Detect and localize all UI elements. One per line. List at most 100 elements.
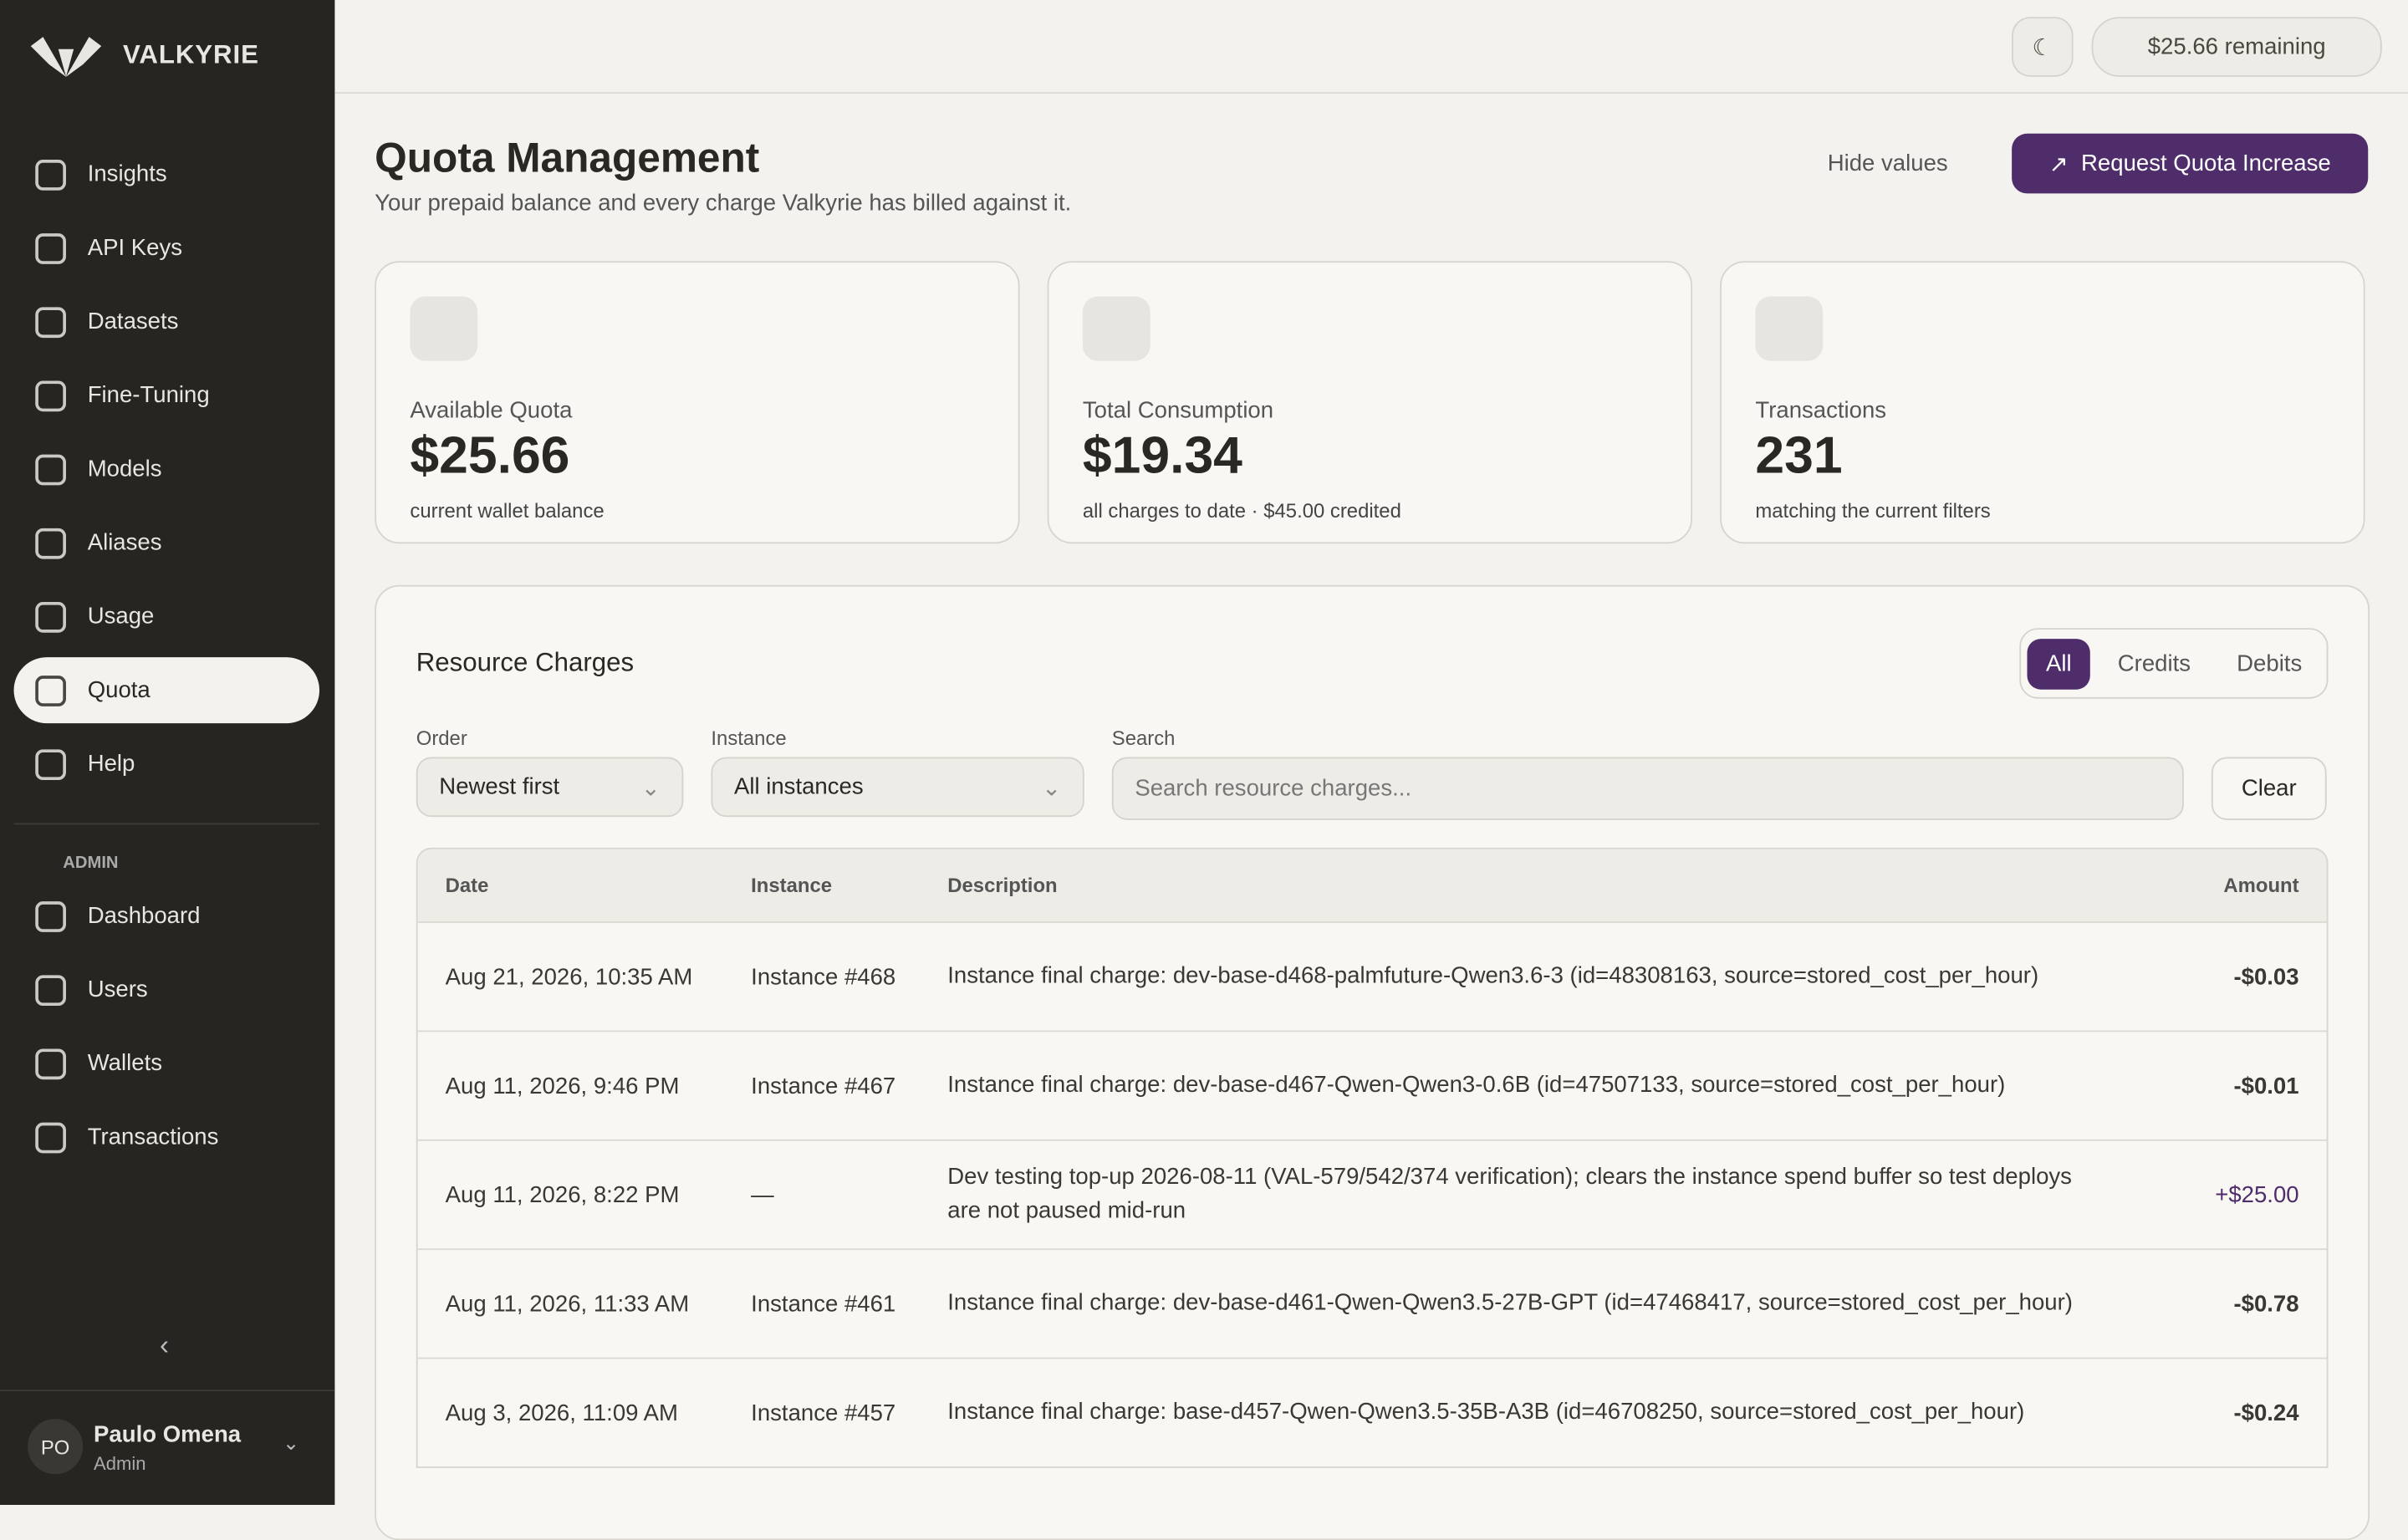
divider <box>13 823 320 825</box>
card-note: all charges to date · $45.00 credited <box>1082 498 1401 523</box>
brand-name: VALKYRIE <box>122 39 259 69</box>
card-note: matching the current filters <box>1755 498 1991 523</box>
request-label: Request Quota Increase <box>2081 150 2331 177</box>
nav-item[interactable]: Wallets <box>14 1030 320 1096</box>
search-placeholder: Search resource charges... <box>1135 775 1412 802</box>
clear-label: Clear <box>2241 775 2297 802</box>
nav-label: Models <box>87 456 162 482</box>
cell: Instance final charge: dev-base-d468-pal… <box>947 962 2039 989</box>
column-header[interactable]: Amount <box>2223 874 2299 897</box>
charges-panel: Resource Charges All Credits Debits Order … <box>375 584 2370 1540</box>
nav-item[interactable]: Transactions <box>14 1104 320 1170</box>
nav-label: Aliases <box>87 529 162 556</box>
search-input[interactable]: Search resource charges... <box>1111 757 2184 820</box>
table-row: Aug 3, 2026, 11:09 AM Instance #457 Instan… <box>417 1357 2327 1466</box>
nav-label: Dashboard <box>87 903 201 930</box>
cell: Instance #468 <box>751 963 896 990</box>
card-label: Available Quota <box>410 397 573 424</box>
instance-select[interactable]: All instances ⌄ <box>711 757 1084 818</box>
card-value: $19.34 <box>1082 426 1242 486</box>
nav-label: Wallets <box>87 1050 163 1077</box>
theme-toggle[interactable]: ☾ <box>2012 17 2074 77</box>
brand: VALKYRIE <box>28 31 259 80</box>
remaining-pill[interactable]: $25.66 remaining <box>2091 17 2382 77</box>
column-header[interactable]: Description <box>947 873 1058 896</box>
nav-item[interactable]: API Keys <box>14 215 320 281</box>
stat-card: Total Consumption $19.34 all charges to da… <box>1047 261 1693 544</box>
nav-item[interactable]: Insights <box>14 141 320 207</box>
table-row: Aug 11, 2026, 11:33 AM Instance #461 Insta… <box>417 1248 2327 1357</box>
nav-item[interactable]: Aliases <box>14 510 320 576</box>
nav-item[interactable]: Help <box>14 731 320 797</box>
cell: — <box>751 1181 774 1208</box>
logo <box>30 37 102 77</box>
charges-table: Date Instance Description Amount Aug 21, 202… <box>416 847 2329 1468</box>
card-value: $25.66 <box>410 426 570 486</box>
cell: -$0.01 <box>2233 1072 2299 1099</box>
nav-item[interactable]: Quota <box>13 657 320 724</box>
cell: Dev testing top-up 2026-08-11 (VAL-579/5… <box>947 1164 2072 1224</box>
nav-item[interactable]: Usage <box>14 584 320 650</box>
main: ☾ $25.66 remaining Quota Management Your… <box>334 0 2408 1540</box>
cell: +$25.00 <box>2215 1181 2299 1208</box>
nav-icon <box>35 232 66 264</box>
request-button[interactable]: ↗ Request Quota Increase <box>2012 133 2369 194</box>
table-row: Aug 21, 2026, 10:35 AM Instance #468 Insta… <box>417 921 2327 1030</box>
nav-item[interactable]: Fine-Tuning <box>14 362 320 428</box>
column-header[interactable]: Date <box>445 874 489 897</box>
user-menu[interactable]: ⌄ <box>282 1430 299 1455</box>
nav-label: Quota <box>87 677 150 704</box>
collapse[interactable]: ‹ <box>160 1329 170 1361</box>
cell: Aug 11, 2026, 8:22 PM <box>445 1181 680 1208</box>
search-label: Search <box>1111 726 1176 750</box>
cell: -$0.03 <box>2233 963 2299 990</box>
nav-label: Users <box>87 977 148 1003</box>
table-row: Aug 11, 2026, 9:46 PM Instance #467 Instan… <box>417 1030 2327 1139</box>
filter-tab[interactable]: Debits <box>2237 650 2303 677</box>
card-icon <box>1082 296 1150 361</box>
instance-value: All instances <box>733 773 864 800</box>
card-icon <box>410 296 478 361</box>
nav-item[interactable]: Datasets <box>14 288 320 354</box>
cell: Instance #457 <box>751 1400 896 1426</box>
nav-icon <box>35 527 66 558</box>
cell: Instance #467 <box>751 1072 896 1099</box>
order-select[interactable]: Newest first ⌄ <box>416 757 684 818</box>
card-icon <box>1755 296 1824 361</box>
nav-icon <box>35 380 66 411</box>
nav-item[interactable]: Users <box>14 956 320 1022</box>
card-note: current wallet balance <box>410 498 605 523</box>
nav-icon <box>35 1048 66 1079</box>
cell: Instance final charge: dev-base-d467-Qwe… <box>947 1072 2006 1099</box>
instance-label: Instance <box>711 726 787 750</box>
hide-values[interactable]: Hide values <box>1827 150 1948 177</box>
page-title: Quota Management <box>375 135 760 181</box>
table-header: Date Instance Description Amount <box>417 849 2327 922</box>
card-label: Transactions <box>1755 397 1887 424</box>
nav-icon <box>35 601 66 632</box>
admin-label: ADMIN <box>63 854 119 873</box>
nav-icon <box>35 159 66 190</box>
filter-tab[interactable]: All <box>2028 638 2090 689</box>
stat-card: Available Quota $25.66 current wallet bala… <box>375 261 1020 544</box>
sidebar: VALKYRIE Insights API Keys Datasets Fine-Tu… <box>0 0 335 1506</box>
charges-title: Resource Charges <box>416 648 635 678</box>
column-header[interactable]: Instance <box>751 874 833 897</box>
cell: -$0.24 <box>2233 1400 2299 1426</box>
nav-icon <box>35 900 66 931</box>
nav-icon <box>35 453 66 485</box>
divider <box>0 1390 335 1392</box>
page-subtitle: Your prepaid balance and every charge Va… <box>375 190 1072 217</box>
nav-item[interactable]: Dashboard <box>14 883 320 949</box>
cell: -$0.78 <box>2233 1290 2299 1318</box>
nav-icon <box>35 675 66 706</box>
user-name: Paulo Omena <box>94 1421 242 1449</box>
cell: Aug 3, 2026, 11:09 AM <box>445 1400 678 1426</box>
filter-tab[interactable]: Credits <box>2117 650 2191 677</box>
cell: Instance #461 <box>751 1290 896 1318</box>
nav-label: Help <box>87 751 135 778</box>
nav-item[interactable]: Models <box>14 436 320 502</box>
nav-label: API Keys <box>87 235 183 262</box>
clear-button[interactable]: Clear <box>2211 757 2327 820</box>
